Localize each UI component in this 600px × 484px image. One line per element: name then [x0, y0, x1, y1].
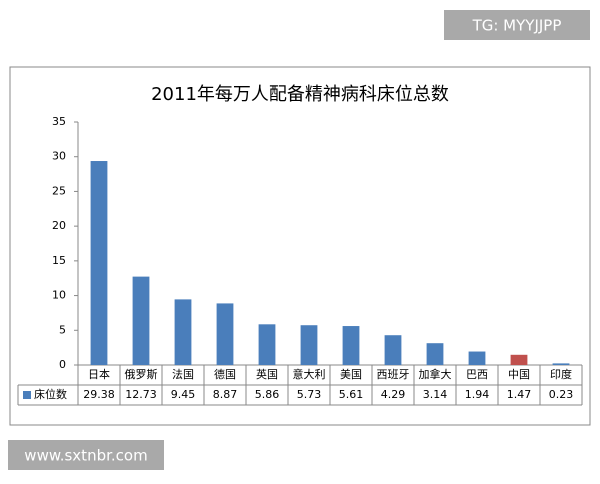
x-tick-label: 西班牙: [377, 368, 410, 381]
table-value: 1.47: [507, 388, 532, 401]
table-value: 5.73: [297, 388, 322, 401]
table-value: 5.86: [255, 388, 280, 401]
y-tick-label: 35: [52, 115, 66, 128]
x-tick-label: 印度: [550, 367, 572, 381]
y-tick-label: 15: [52, 254, 66, 267]
x-tick-label: 巴西: [466, 368, 488, 381]
table-value: 12.73: [125, 388, 157, 401]
legend-label: 床位数: [34, 387, 67, 401]
legend-swatch: [23, 391, 31, 399]
bar: [384, 335, 402, 365]
watermark: www.sxtnbr.com: [24, 447, 147, 465]
chart-title: 2011年每万人配备精神病科床位总数: [151, 84, 449, 105]
bar: [300, 325, 318, 365]
watermark-box: [8, 440, 164, 470]
y-tick-label: 25: [52, 184, 66, 197]
table-value: 5.61: [339, 388, 364, 401]
bar: [216, 303, 234, 365]
table-value: 8.87: [213, 388, 238, 401]
y-tick-label: 20: [52, 219, 66, 232]
x-tick-label: 加拿大: [419, 367, 452, 381]
table-value: 3.14: [423, 388, 448, 401]
bar: [552, 363, 570, 365]
x-tick-label: 美国: [340, 368, 362, 381]
x-tick-label: 德国: [214, 367, 236, 381]
x-tick-label: 英国: [256, 367, 278, 381]
x-tick-label: 中国: [508, 368, 530, 381]
table-value: 4.29: [381, 388, 406, 401]
watermark-box: [444, 10, 590, 40]
bar: [90, 161, 108, 365]
table-value: 29.38: [83, 388, 115, 401]
y-tick-label: 10: [52, 289, 66, 302]
bar: [258, 324, 276, 365]
table-value: 1.94: [465, 388, 490, 401]
bar: [342, 326, 360, 365]
x-tick-label: 法国: [172, 367, 194, 381]
table-value: 9.45: [171, 388, 196, 401]
bar: [510, 354, 528, 365]
y-tick-label: 5: [59, 323, 66, 336]
y-tick-label: 30: [52, 150, 66, 163]
watermark: TG: MYYJJPP: [472, 17, 562, 35]
bar: [174, 299, 192, 365]
x-tick-label: 日本: [88, 367, 110, 381]
bar: [132, 276, 150, 365]
x-tick-label: 意大利: [293, 367, 326, 381]
x-tick-label: 俄罗斯: [125, 368, 158, 381]
bar: [426, 343, 444, 365]
y-tick-label: 0: [59, 358, 66, 371]
table-value: 0.23: [549, 388, 574, 401]
bar: [468, 351, 486, 365]
